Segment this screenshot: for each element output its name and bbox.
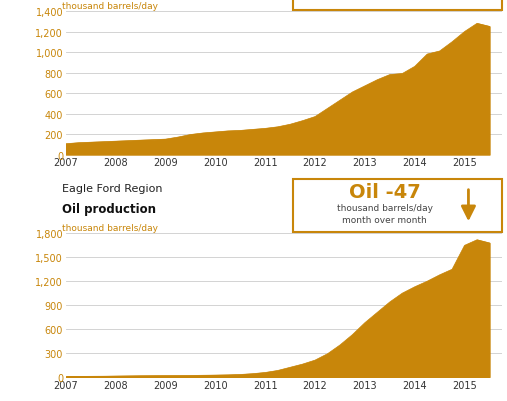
Text: thousand barrels/day: thousand barrels/day [61,2,158,10]
Text: Eagle Ford Region: Eagle Ford Region [61,184,162,194]
Text: Oil -47: Oil -47 [349,183,421,202]
FancyBboxPatch shape [293,0,502,10]
Text: Oil production: Oil production [61,202,156,215]
Text: thousand barrels/day: thousand barrels/day [61,223,158,233]
Text: month over month: month over month [342,215,427,224]
Text: thousand barrels/day: thousand barrels/day [337,204,433,213]
FancyBboxPatch shape [293,180,502,233]
Text: month over month: month over month [342,0,427,2]
